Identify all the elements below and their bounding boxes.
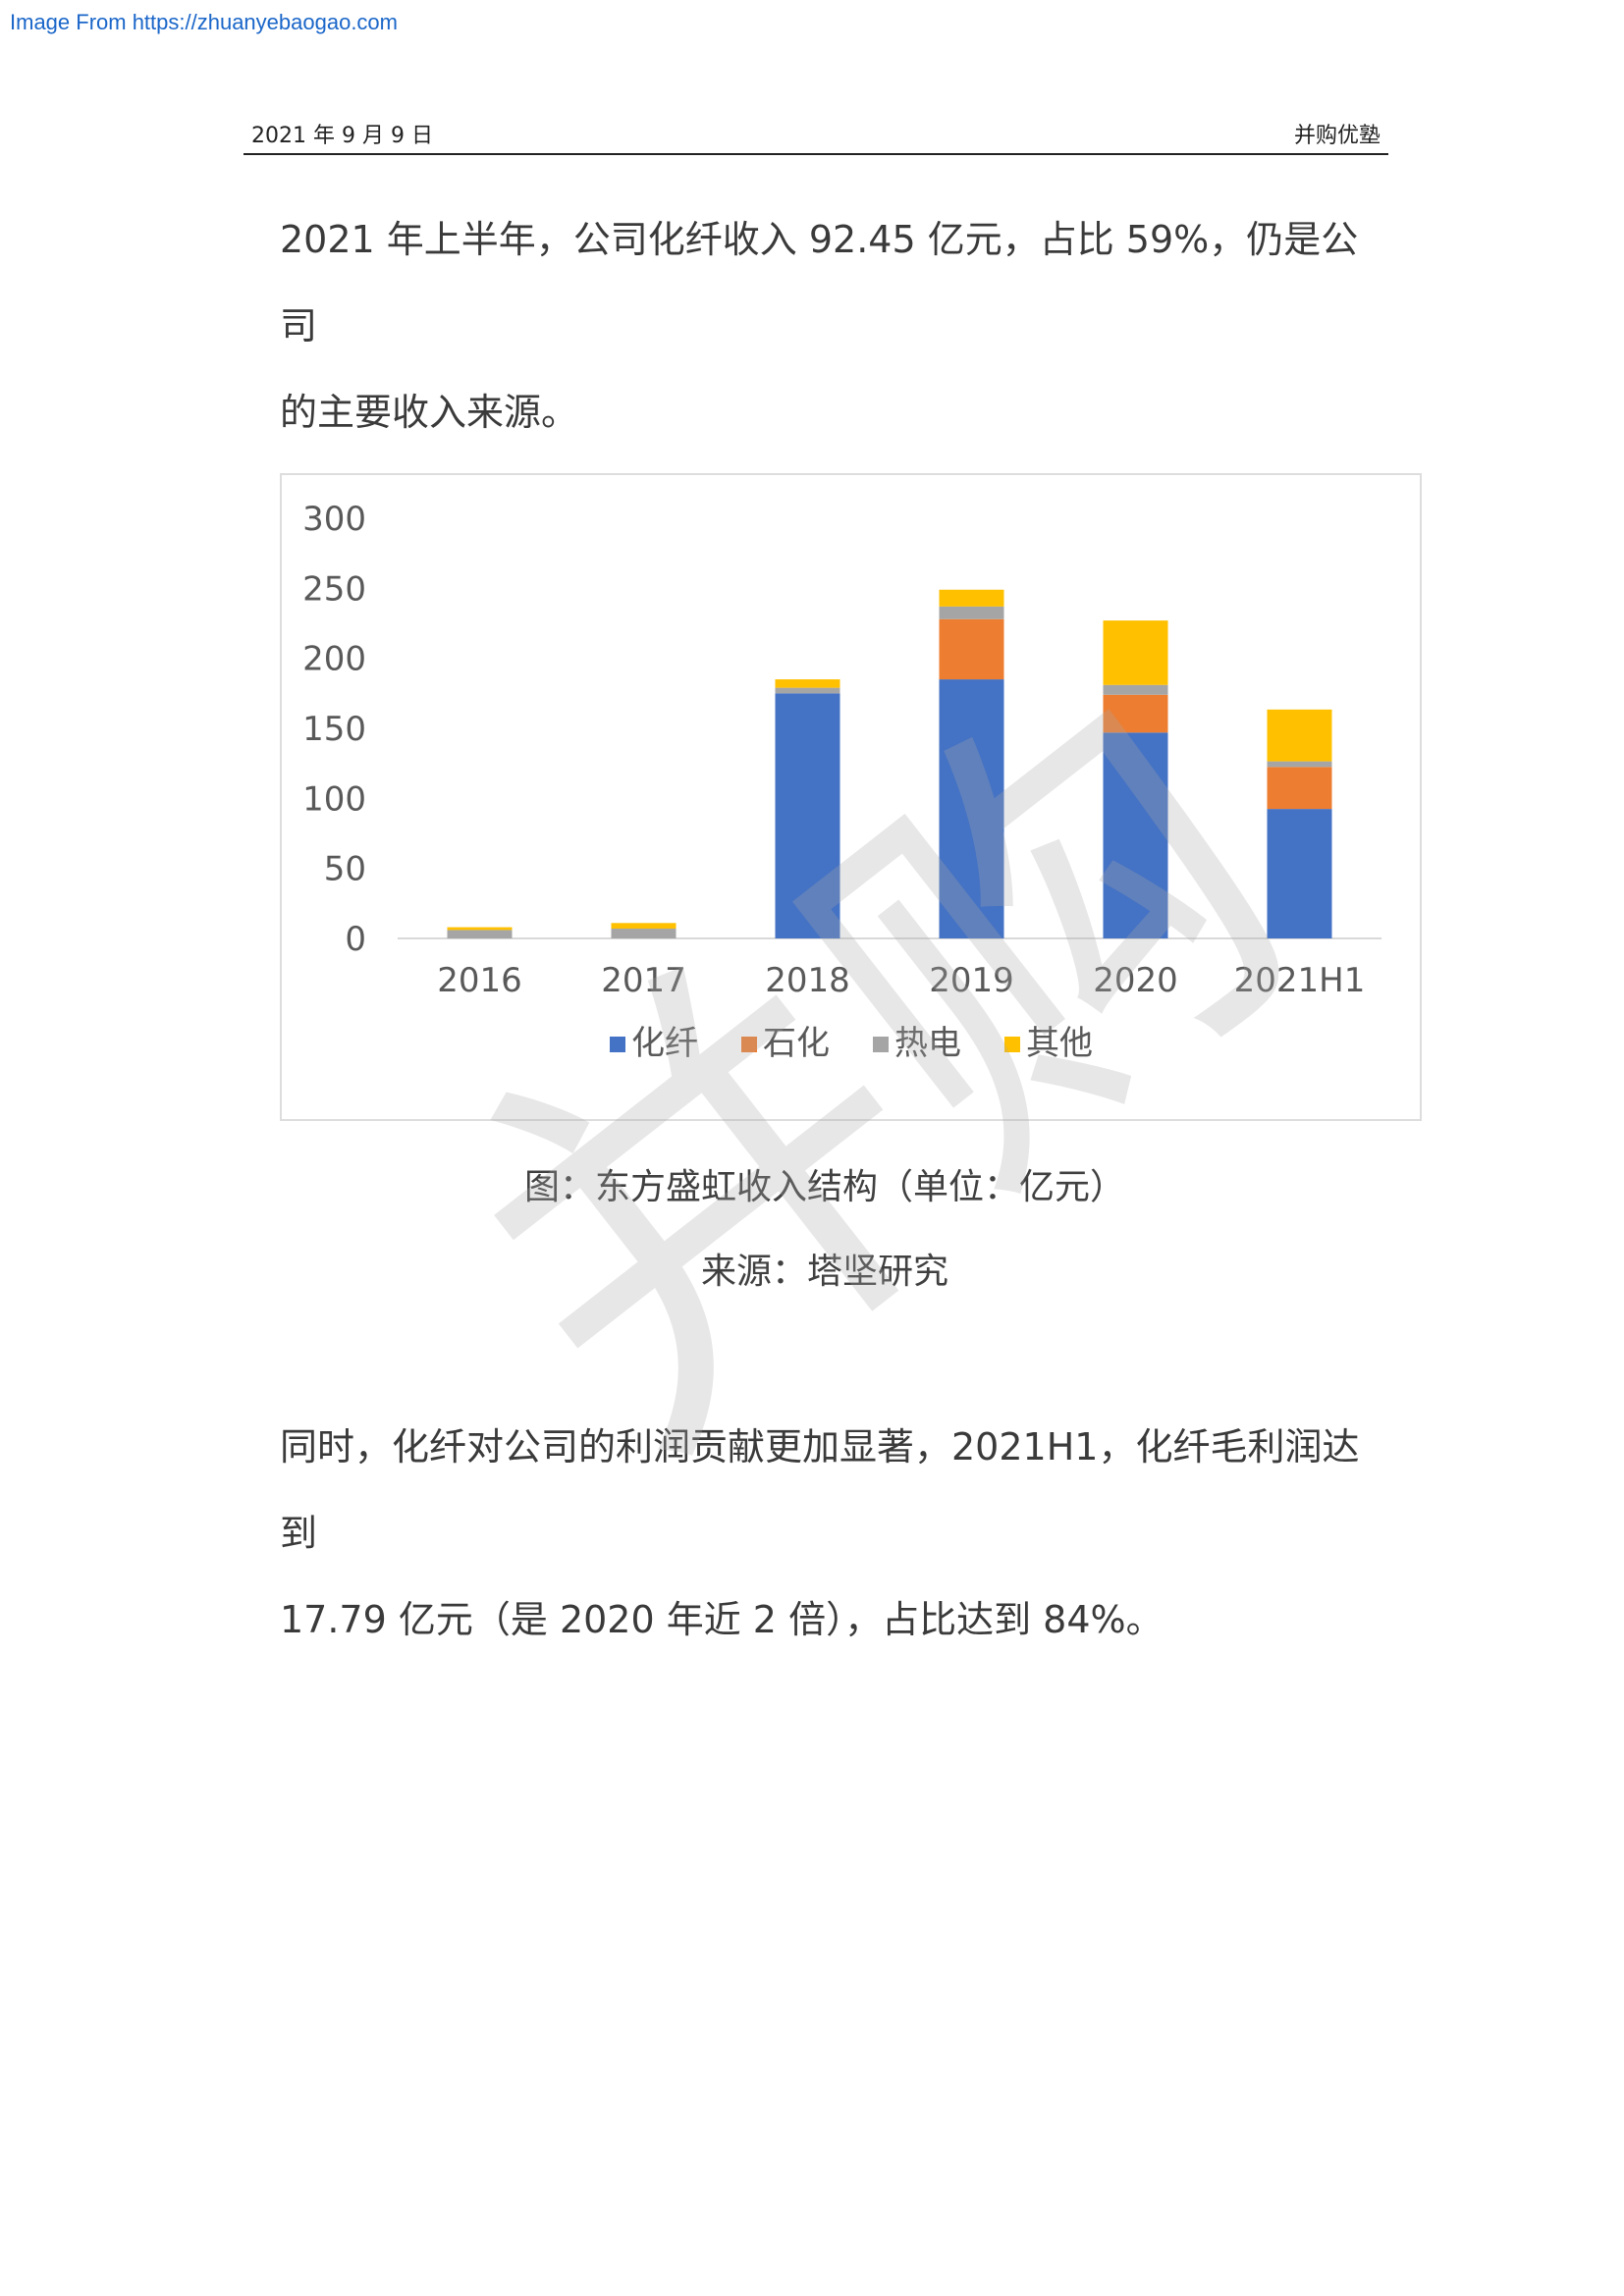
source-url-link[interactable]: Image From https://zhuanyebaogao.com: [10, 10, 398, 34]
legend-label: 热电: [894, 1024, 961, 1063]
bar-segment: [1267, 767, 1332, 810]
x-tick-label: 2020: [1093, 961, 1178, 1000]
legend-label: 石化: [763, 1024, 830, 1063]
bar-segment: [1103, 620, 1168, 685]
chart-svg: 0 50 100 150 200 250 300 2016 2017 2018 2019 2020 20…: [302, 500, 1381, 1063]
paragraph-revenue: 2021 年上半年，公司化纤收入 92.45 亿元，占比 59%，仍是公司 的主…: [280, 196, 1370, 455]
bar-segment: [1103, 732, 1168, 938]
bar-segment: [447, 927, 513, 931]
legend-swatch: [741, 1037, 757, 1052]
x-tick-label: 2017: [601, 961, 686, 1000]
bar-segment: [447, 930, 513, 938]
bar-segment: [1267, 809, 1332, 938]
x-tick-label: 2016: [437, 961, 522, 1000]
bar-segment: [611, 929, 677, 938]
paragraph-line: 17.79 亿元（是 2020 年近 2 倍），占比达到 84%。: [280, 1598, 1164, 1641]
x-tick-label: 2021H1: [1234, 961, 1366, 1000]
paragraph-line: 的主要收入来源。: [280, 391, 579, 434]
bar-segment: [939, 679, 1004, 938]
legend-label: 其他: [1026, 1024, 1093, 1063]
page-header: 2021 年 9 月 9 日 并购优塾: [244, 118, 1388, 155]
y-tick-label: 300: [302, 500, 366, 539]
header-brand: 并购优塾: [1293, 124, 1380, 148]
bar-segment: [775, 687, 840, 694]
x-tick-label: 2018: [765, 961, 850, 1000]
y-tick-label: 150: [302, 710, 366, 749]
chart-caption: 图：东方盛虹收入结构（单位：亿元）: [523, 1167, 1125, 1207]
y-tick-label: 100: [302, 779, 366, 819]
paragraph-line: 2021 年上半年，公司化纤收入 92.45 亿元，占比 59%，仍是公司: [280, 218, 1359, 347]
bar-segment: [611, 923, 677, 930]
bar-segment: [1103, 684, 1168, 695]
bar-segment: [939, 606, 1004, 619]
bar-segment: [775, 679, 840, 688]
x-tick-label: 2019: [929, 961, 1014, 1000]
bar-segment: [939, 618, 1004, 680]
bar-segment: [939, 589, 1004, 607]
paragraph-line: 同时，化纤对公司的利润贡献更加显著，2021H1，化纤毛利润达到: [280, 1425, 1360, 1555]
legend-label: 化纤: [631, 1024, 698, 1063]
legend-swatch: [1004, 1037, 1020, 1052]
revenue-structure-chart: 0 50 100 150 200 250 300 2016 2017 2018 2019 2020 20…: [280, 473, 1422, 1121]
paragraph-profit: 同时，化纤对公司的利润贡献更加显著，2021H1，化纤毛利润达到 17.79 亿…: [280, 1404, 1370, 1663]
bar-segment: [1267, 761, 1332, 768]
y-tick-label: 50: [324, 850, 366, 889]
bar-segment: [775, 693, 840, 938]
y-tick-label: 0: [345, 920, 366, 959]
bar-segment: [1267, 709, 1332, 762]
chart-source: 来源：塔坚研究: [700, 1252, 948, 1292]
header-date: 2021 年 9 月 9 日: [251, 124, 433, 148]
legend-swatch: [873, 1037, 889, 1052]
y-tick-label: 200: [302, 640, 366, 679]
bar-segment: [1103, 694, 1168, 733]
y-tick-label: 250: [302, 569, 366, 609]
legend-swatch: [610, 1037, 625, 1052]
